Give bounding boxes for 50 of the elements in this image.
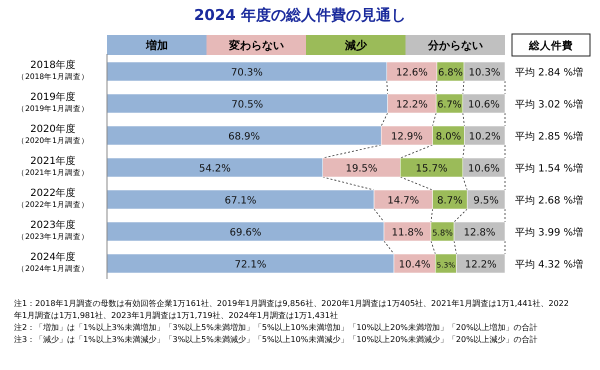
text: 平均 4.32 %増 [514, 258, 584, 270]
y-tick-label: 2021年度（2021年1月調査） [17, 155, 89, 177]
text: 注3：「減少」は「1%以上3%未満減少」「3%以上5%未満減少」「5%以上10%未満減少」「10%以上20%未満減少」「20%以上減少」の合計 [14, 335, 538, 344]
data-label: 12.9% [391, 132, 423, 142]
data-label: 11.8% [392, 228, 424, 238]
chart-title: 2024 年度の総人件費の見通し [194, 6, 406, 24]
data-label: 70.3% [231, 68, 263, 78]
data-label: 10.4% [398, 260, 431, 270]
data-label: 6.7% [437, 100, 462, 110]
data-label: 10.2% [468, 132, 501, 142]
data-label: 12.8% [464, 228, 496, 238]
data-label: 9.5% [473, 196, 499, 206]
text: 減少 [344, 39, 368, 52]
text: 総人件費 [528, 39, 573, 52]
data-label: 12.2% [396, 100, 428, 110]
text: 平均 2.84 %増 [514, 66, 584, 78]
text: 平均 2.85 %増 [514, 130, 584, 142]
y-tick-label: 2022年度（2022年1月調査） [17, 187, 89, 209]
data-label: 72.1% [234, 260, 266, 270]
y-tick-label: 2024年度（2024年1月調査） [17, 251, 89, 273]
text: 平均 3.02 %増 [514, 98, 584, 110]
data-label: 10.6% [468, 100, 500, 110]
data-label: 5.8% [432, 228, 454, 238]
data-label: 8.0% [436, 132, 462, 142]
data-label: 15.7% [416, 164, 448, 174]
text: 平均 1.54 %増 [514, 162, 584, 174]
data-label: 12.2% [464, 260, 497, 270]
y-tick-label: 2020年度（2020年1月調査） [17, 123, 89, 145]
data-label: 10.3% [468, 68, 500, 78]
series-label: 分からない [426, 39, 483, 52]
data-label: 54.2% [198, 164, 231, 174]
y-tick-label: 2018年度（2018年1月調査） [17, 59, 89, 81]
text: 変わらない [228, 39, 284, 52]
data-label: 67.1% [224, 196, 256, 206]
text: 平均 2.68 %増 [514, 194, 584, 206]
data-label: 10.6% [468, 164, 500, 174]
data-label: 12.6% [396, 68, 428, 78]
series-label: 増加 [144, 39, 168, 52]
data-label: 68.9% [228, 132, 260, 142]
data-label: 14.7% [387, 196, 420, 206]
text: 注2：「増加」は「1%以上3%未満増加」「3%以上5%未満増加」「5%以上10%未満増加」「10%以上20%未満増加」「20%以上増加」の合計 [14, 323, 538, 332]
y-tick-label: 2019年度（2019年1月調査） [17, 91, 89, 113]
data-label: 69.6% [230, 228, 262, 238]
text: 平均 3.99 %増 [514, 226, 584, 238]
data-label: 6.8% [438, 68, 463, 78]
data-label: 19.5% [346, 164, 378, 174]
text: 注1：2018年1月調査の母数は有効回答企業1万161社、2019年1月調査は9,856社、2020年1月調査は1万405社、2021年1月調査は1万1,441社、2022年1月調査は1万1,981社、2023年1月調査は1万1,719社、2024年1月調査は1万1,431社 [14, 299, 569, 320]
data-label: 8.7% [437, 196, 463, 206]
data-label: 70.5% [231, 100, 264, 110]
y-tick-label: 2023年度（2023年1月調査） [17, 219, 89, 241]
